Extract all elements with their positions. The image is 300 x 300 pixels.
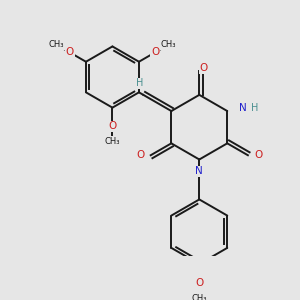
Text: CH₃: CH₃ — [160, 40, 176, 49]
Text: O: O — [195, 278, 203, 288]
Text: CH₃: CH₃ — [105, 137, 120, 146]
Text: H: H — [251, 103, 258, 112]
Text: O: O — [254, 150, 262, 160]
Text: O: O — [66, 47, 74, 57]
Text: CH₃: CH₃ — [49, 40, 64, 49]
Text: N: N — [195, 167, 203, 176]
Text: CH₃: CH₃ — [191, 293, 207, 300]
Text: O: O — [151, 47, 159, 57]
Text: H: H — [136, 78, 144, 88]
Text: O: O — [108, 121, 117, 131]
Text: O: O — [200, 63, 208, 73]
Text: N: N — [239, 103, 246, 112]
Text: O: O — [136, 150, 145, 160]
